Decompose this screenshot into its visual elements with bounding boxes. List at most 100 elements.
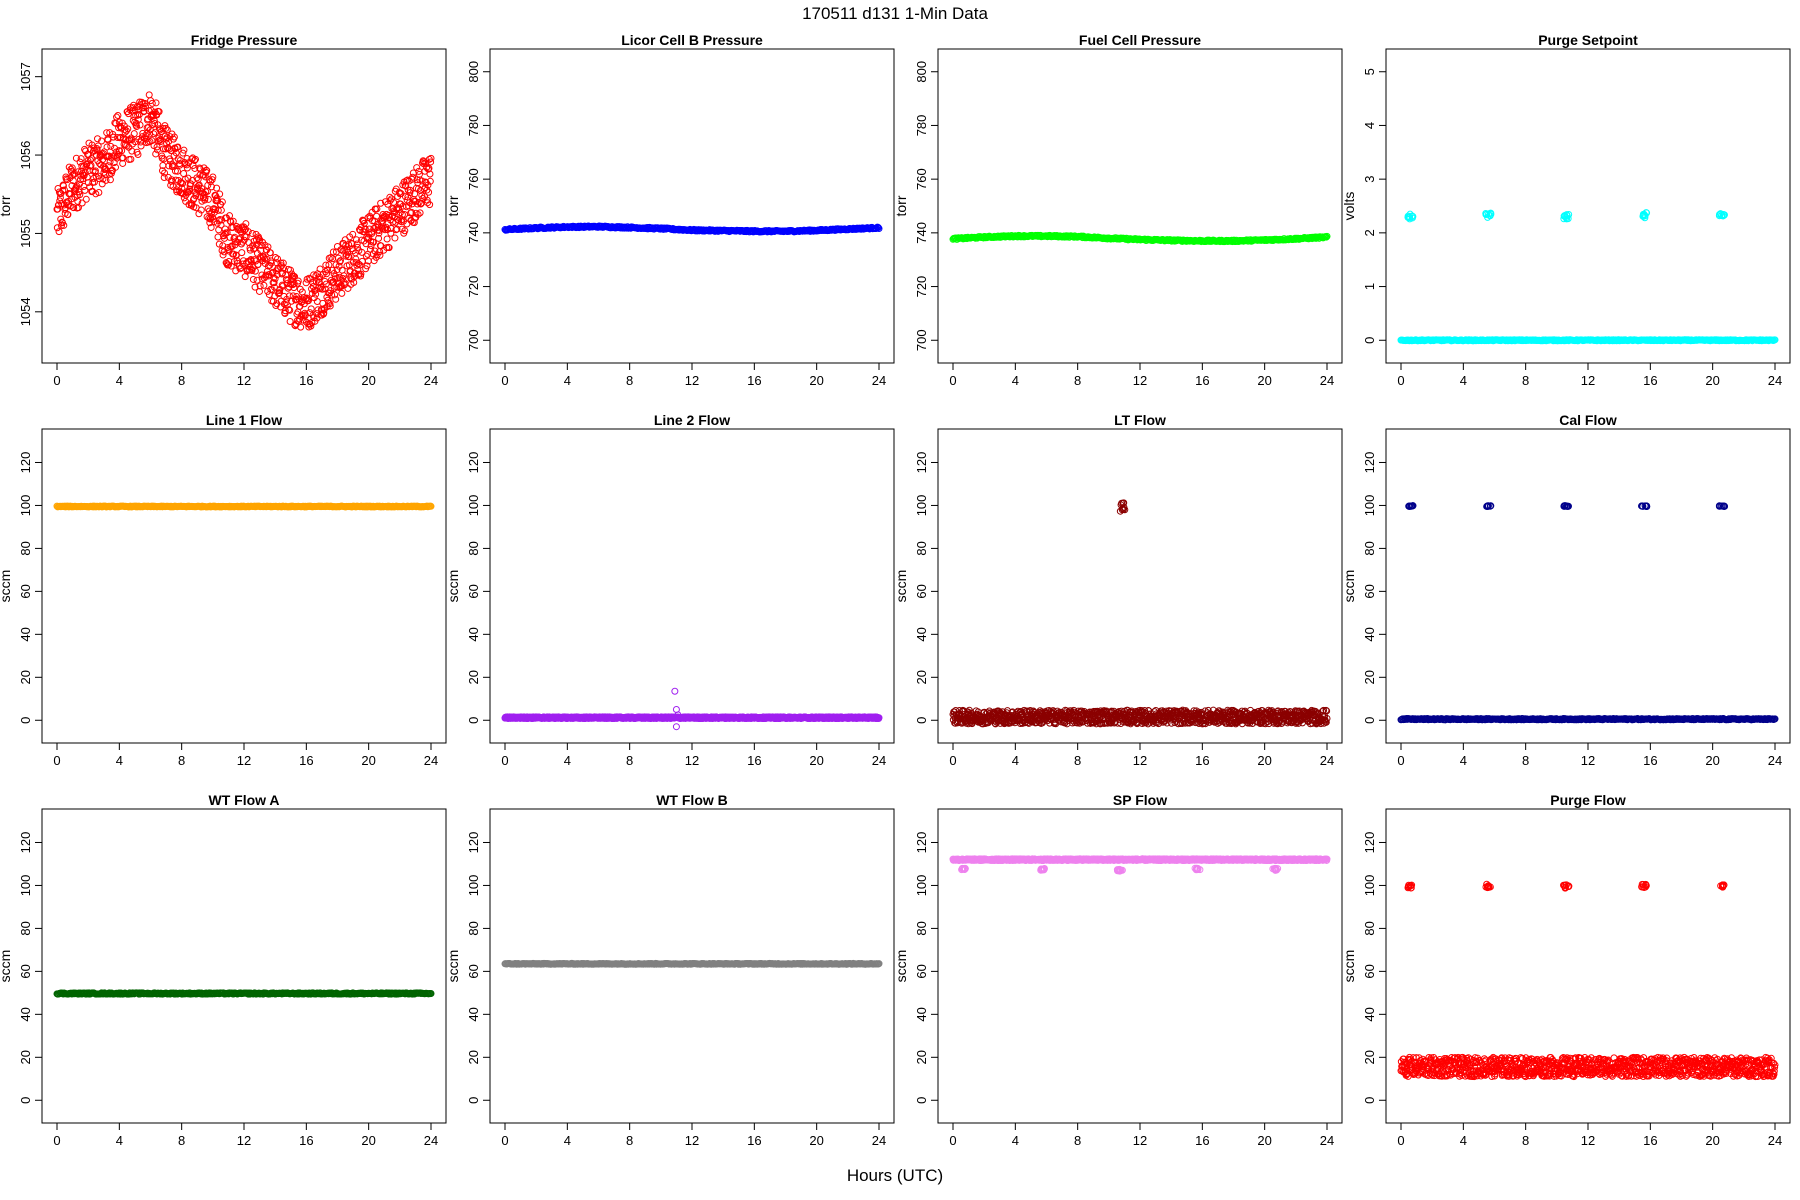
data-point (274, 255, 282, 263)
x-tick-label: 8 (626, 373, 633, 388)
data-point (208, 176, 216, 184)
x-tick-label: 24 (424, 753, 438, 768)
data-point (81, 186, 89, 194)
x-tick-label: 0 (501, 373, 508, 388)
data-point (318, 285, 326, 293)
data-point (280, 264, 288, 272)
panel-title: Line 2 Flow (654, 412, 730, 428)
data-point (78, 199, 86, 207)
panel-title: Purge Setpoint (1538, 32, 1638, 48)
data-point (361, 225, 369, 233)
y-tick-label: 760 (466, 168, 481, 190)
y-tick-label: 80 (18, 541, 33, 555)
x-tick-label: 8 (178, 753, 185, 768)
data-point (257, 253, 265, 261)
y-tick-label: 740 (466, 222, 481, 244)
data-point (350, 273, 358, 281)
data-point (136, 121, 144, 129)
data-point (106, 176, 114, 184)
data-point (316, 265, 324, 273)
x-tick-label: 12 (237, 373, 251, 388)
data-point (150, 142, 158, 150)
data-point (141, 100, 149, 108)
x-tick-label: 0 (949, 753, 956, 768)
data-point (67, 165, 75, 173)
data-point (357, 270, 365, 278)
data-point (59, 182, 67, 190)
data-point (388, 195, 396, 203)
data-point (145, 91, 153, 99)
data-point (55, 201, 63, 209)
x-tick-label: 24 (1320, 373, 1334, 388)
x-tick-label: 16 (747, 753, 761, 768)
x-tick-label: 24 (872, 373, 886, 388)
x-tick-label: 20 (361, 753, 375, 768)
data-point (363, 262, 371, 270)
data-point (312, 290, 320, 298)
data-point (238, 249, 246, 257)
data-point (152, 150, 160, 158)
data-point (427, 154, 435, 162)
y-tick-label: 700 (466, 329, 481, 351)
data-point (54, 205, 62, 213)
data-point (278, 270, 286, 278)
panel-title: Licor Cell B Pressure (621, 32, 763, 48)
data-point (203, 167, 211, 175)
data-point (349, 230, 357, 238)
data-point (413, 200, 421, 208)
data-point (255, 287, 263, 295)
data-point (256, 282, 264, 290)
data-point (307, 305, 315, 313)
y-tick-label: 80 (466, 541, 481, 555)
plot-frame (489, 428, 895, 744)
x-tick-label: 4 (564, 373, 571, 388)
data-point (98, 180, 106, 188)
data-point (294, 277, 302, 285)
panel-title: LT Flow (1114, 412, 1166, 428)
data-point (174, 155, 182, 163)
data-point (313, 310, 321, 318)
data-point (64, 211, 72, 219)
data-point (93, 135, 101, 143)
data-point (324, 296, 332, 304)
data-point (249, 275, 257, 283)
y-tick-label: 780 (466, 115, 481, 137)
data-point (265, 271, 273, 279)
data-point (333, 266, 341, 274)
data-point (671, 687, 679, 695)
x-tick-label: 0 (501, 753, 508, 768)
data-point (197, 206, 205, 214)
data-point (215, 240, 223, 248)
data-point (297, 323, 305, 331)
data-points (1397, 209, 1779, 345)
data-point (217, 206, 225, 214)
data-point (331, 291, 339, 299)
data-point (209, 173, 217, 181)
data-points (501, 222, 883, 236)
data-point (235, 262, 243, 270)
data-point (386, 197, 394, 205)
y-tick-label: 720 (914, 276, 929, 298)
data-point (365, 230, 373, 238)
y-axis-label: sccm (445, 570, 461, 603)
data-point (332, 295, 340, 303)
data-point (334, 274, 342, 282)
data-points (53, 502, 435, 511)
y-tick-label: 0 (914, 717, 929, 724)
data-point (317, 283, 325, 291)
data-point (253, 241, 261, 249)
x-tick-label: 4 (1460, 373, 1467, 388)
data-point (148, 99, 156, 107)
data-point (401, 193, 409, 201)
main-title: 170511 d131 1-Min Data (802, 4, 988, 23)
data-point (133, 123, 141, 131)
data-point (251, 283, 259, 291)
data-point (95, 188, 103, 196)
data-point (387, 229, 395, 237)
data-point (95, 175, 103, 183)
data-point (253, 276, 261, 284)
x-tick-label: 4 (116, 753, 123, 768)
data-point (77, 155, 85, 163)
data-point (62, 175, 70, 183)
